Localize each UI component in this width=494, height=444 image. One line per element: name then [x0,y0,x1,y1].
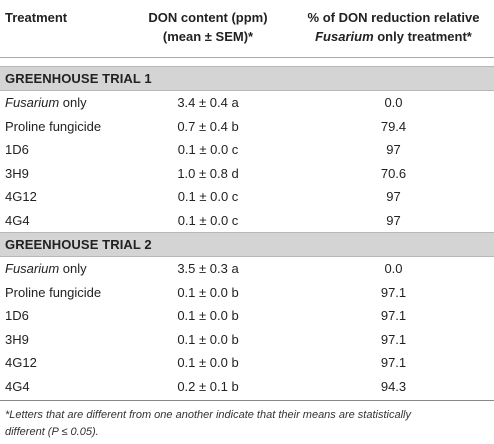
don-header-line2: (mean ± SEM)* [162,29,254,44]
table-row: Proline fungicide 0.7 ± 0.4 b 79.4 [0,115,494,139]
reduction-cell: 94.3 [380,378,407,394]
reduction-header-rest: only treatment* [373,29,472,44]
reduction-cell: 0.0 [384,95,403,110]
treatment-text: 3H9 [5,331,29,347]
trials-body: GREENHOUSE TRIAL 1 Fusarium only 3.4 ± 0.4… [0,66,494,398]
table-footnote: *Letters that are different from one ano… [0,401,494,441]
treatment-cell: Fusarium only [0,91,123,115]
table-row: Proline fungicide 0.1 ± 0.0 b 97.1 [0,281,494,305]
reduction-cell: 70.6 [380,165,407,181]
reduction-header: % of DON reduction relative Fusarium onl… [293,8,494,46]
treatment-cell: Fusarium only [0,257,123,281]
treatment-cell: 3H9 [0,162,123,186]
table-row: 4G4 0.2 ± 0.1 b 94.3 [0,375,494,399]
reduction-header-line2: Fusarium only treatment* [293,27,494,46]
table-row: 3H9 0.1 ± 0.0 b 97.1 [0,328,494,352]
reduction-cell: 97.1 [380,284,407,300]
don-cell: 0.7 ± 0.4 b [177,118,239,134]
reduction-cell: 79.4 [380,118,407,134]
treatment-text: 1D6 [5,308,29,323]
treatment-text: 4G4 [5,378,30,394]
treatment-text: only [59,95,87,110]
bottom-rule [0,400,494,401]
reduction-cell: 97 [386,189,401,204]
don-cell: 3.4 ± 0.4 a [177,95,239,110]
table-row: 4G12 0.1 ± 0.0 c 97 [0,185,494,209]
section-title: GREENHOUSE TRIAL 2 [0,232,494,257]
table-row: 1D6 0.1 ± 0.0 c 97 [0,138,494,162]
don-cell: 3.5 ± 0.3 a [177,261,239,276]
don-cell: 0.1 ± 0.0 b [177,331,239,347]
reduction-cell: 97.1 [380,308,407,323]
treatment-text: 4G12 [5,189,37,204]
treatment-text: 3H9 [5,165,29,181]
don-cell: 0.2 ± 0.1 b [177,378,239,394]
treatment-text: Proline fungicide [5,118,102,134]
reduction-cell: 97 [386,142,401,157]
footnote-line2: different (P ≤ 0.05). [5,426,99,438]
treatment-text: only [59,261,87,276]
section-title: GREENHOUSE TRIAL 1 [0,66,494,91]
treatment-text: 4G12 [5,355,37,370]
treatment-cell: 4G12 [0,185,123,209]
footnote-line1: *Letters that are different from one ano… [5,409,411,421]
table-row: 1D6 0.1 ± 0.0 b 97.1 [0,304,494,328]
don-cell: 0.1 ± 0.0 c [177,142,239,157]
reduction-cell: 0.0 [384,261,403,276]
treatment-text: 4G4 [5,212,30,228]
table-row: Fusarium only 3.4 ± 0.4 a 0.0 [0,91,494,115]
treatment-text: 1D6 [5,142,29,157]
treatment-text: Proline fungicide [5,284,102,300]
reduction-cell: 97.1 [380,355,407,370]
treatment-cell: 1D6 [0,304,123,328]
table-header: Treatment DON content (ppm) (mean ± SEM)… [0,0,494,58]
reduction-header-italic: Fusarium [315,29,374,44]
reduction-cell: 97 [386,212,401,228]
don-header-line1: DON content (ppm) [148,10,268,25]
treatment-cell: Proline fungicide [0,115,123,139]
don-cell: 0.1 ± 0.0 c [177,212,239,228]
treatment-cell: Proline fungicide [0,281,123,305]
treatment-cell: 4G4 [0,375,123,399]
don-cell: 1.0 ± 0.8 d [177,165,239,181]
don-content-header: DON content (ppm) (mean ± SEM)* [123,8,293,46]
table-row: 4G12 0.1 ± 0.0 b 97.1 [0,351,494,375]
table-row: 3H9 1.0 ± 0.8 d 70.6 [0,162,494,186]
don-cell: 0.1 ± 0.0 b [177,355,239,370]
reduction-cell: 97.1 [380,331,407,347]
don-cell: 0.1 ± 0.0 b [177,284,239,300]
treatment-italic: Fusarium [5,261,60,276]
treatment-header: Treatment [5,10,68,25]
treatment-cell: 1D6 [0,138,123,162]
treatment-cell: 4G12 [0,351,123,375]
table-row: 4G4 0.1 ± 0.0 c 97 [0,209,494,233]
treatment-cell: 4G4 [0,209,123,233]
reduction-header-line1: % of DON reduction relative [307,10,480,25]
treatment-italic: Fusarium [5,95,60,110]
don-cell: 0.1 ± 0.0 c [177,189,239,204]
don-cell: 0.1 ± 0.0 b [177,308,239,323]
treatment-cell: 3H9 [0,328,123,352]
table-row: Fusarium only 3.5 ± 0.3 a 0.0 [0,257,494,281]
